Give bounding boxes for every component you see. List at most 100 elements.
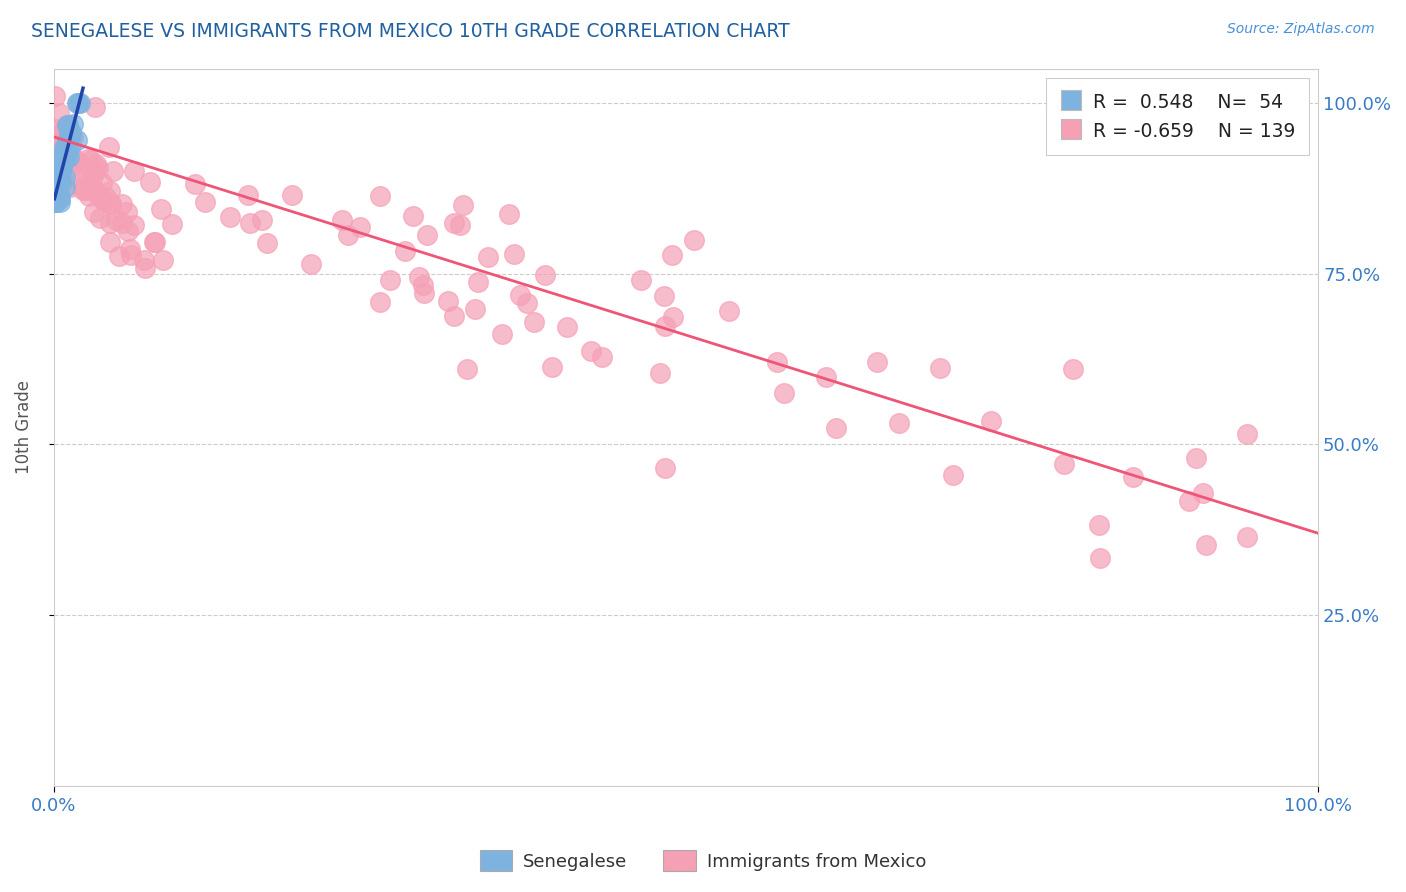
Point (83, 185, 105, 199)
Point (51, 150, 73, 164)
Point (866, 355, 889, 369)
Point (60, 128, 83, 143)
Point (93, 194, 115, 208)
Point (44, 88, 66, 103)
Point (51, 175, 73, 189)
Point (579, 343, 602, 358)
Point (412, 277, 434, 292)
Point (661, 248, 683, 262)
Point (150, 202, 173, 216)
Point (337, 227, 360, 242)
Point (66, 95, 89, 110)
Point (53, 151, 76, 165)
Point (1185, 451, 1208, 466)
Point (412, 286, 434, 301)
Point (139, 175, 162, 189)
Point (124, 218, 146, 232)
Point (98, 235, 121, 250)
Point (117, 224, 139, 238)
Point (51, 128, 73, 143)
Point (46, 154, 69, 169)
Point (89, 211, 111, 225)
Point (45, 168, 67, 182)
Point (256, 236, 278, 251)
Point (82, 169, 104, 183)
Point (124, 164, 146, 178)
Point (498, 206, 520, 220)
Point (44, 121, 66, 136)
Text: SENEGALESE VS IMMIGRANTS FROM MEXICO 10TH GRADE CORRELATION CHART: SENEGALESE VS IMMIGRANTS FROM MEXICO 10T… (31, 22, 790, 41)
Point (591, 350, 613, 364)
Point (534, 268, 557, 283)
Point (662, 310, 685, 324)
Point (152, 252, 174, 267)
Point (83, 182, 105, 196)
Point (250, 213, 273, 227)
Point (184, 177, 207, 191)
Point (69, 95, 91, 110)
Point (654, 460, 676, 475)
Point (51, 163, 73, 178)
Point (238, 187, 260, 202)
Point (1192, 486, 1215, 500)
Point (104, 213, 127, 227)
Point (48, 188, 70, 202)
Point (45, 188, 67, 202)
Point (52, 146, 75, 161)
Point (1122, 470, 1144, 484)
Point (436, 294, 458, 309)
Y-axis label: 10th Grade: 10th Grade (15, 380, 32, 475)
Point (86, 157, 108, 171)
Point (1236, 530, 1258, 544)
Point (73, 183, 96, 197)
Point (48, 106, 70, 120)
Point (58, 119, 80, 133)
Point (1087, 517, 1109, 532)
Point (51, 160, 73, 174)
Point (219, 210, 242, 224)
Point (82, 165, 104, 179)
Point (67, 154, 90, 169)
Point (56, 144, 79, 158)
Point (120, 248, 142, 262)
Point (49, 153, 72, 168)
Point (83, 99, 105, 113)
Point (942, 467, 965, 482)
Point (55, 119, 77, 133)
Point (630, 273, 652, 287)
Point (1053, 457, 1076, 471)
Point (555, 319, 578, 334)
Point (55, 135, 77, 149)
Point (48, 192, 70, 206)
Point (46, 188, 69, 202)
Point (815, 369, 838, 384)
Point (108, 249, 131, 263)
Point (49, 161, 72, 176)
Point (80, 153, 103, 167)
Point (60, 160, 83, 174)
Point (77, 188, 100, 202)
Point (48, 173, 70, 187)
Point (72, 183, 94, 197)
Point (98, 140, 121, 154)
Point (368, 189, 391, 203)
Point (66, 95, 89, 110)
Point (118, 242, 141, 256)
Point (59, 125, 82, 139)
Point (456, 361, 478, 376)
Point (59, 129, 82, 144)
Point (718, 304, 741, 318)
Point (45, 151, 67, 165)
Point (301, 257, 323, 271)
Text: Source: ZipAtlas.com: Source: ZipAtlas.com (1227, 22, 1375, 37)
Point (772, 385, 794, 400)
Point (1236, 427, 1258, 442)
Point (52, 131, 75, 145)
Point (91, 177, 114, 191)
Point (44, 194, 66, 209)
Point (402, 209, 425, 223)
Point (65, 152, 87, 166)
Point (76, 153, 98, 167)
Point (1090, 551, 1112, 566)
Point (330, 212, 353, 227)
